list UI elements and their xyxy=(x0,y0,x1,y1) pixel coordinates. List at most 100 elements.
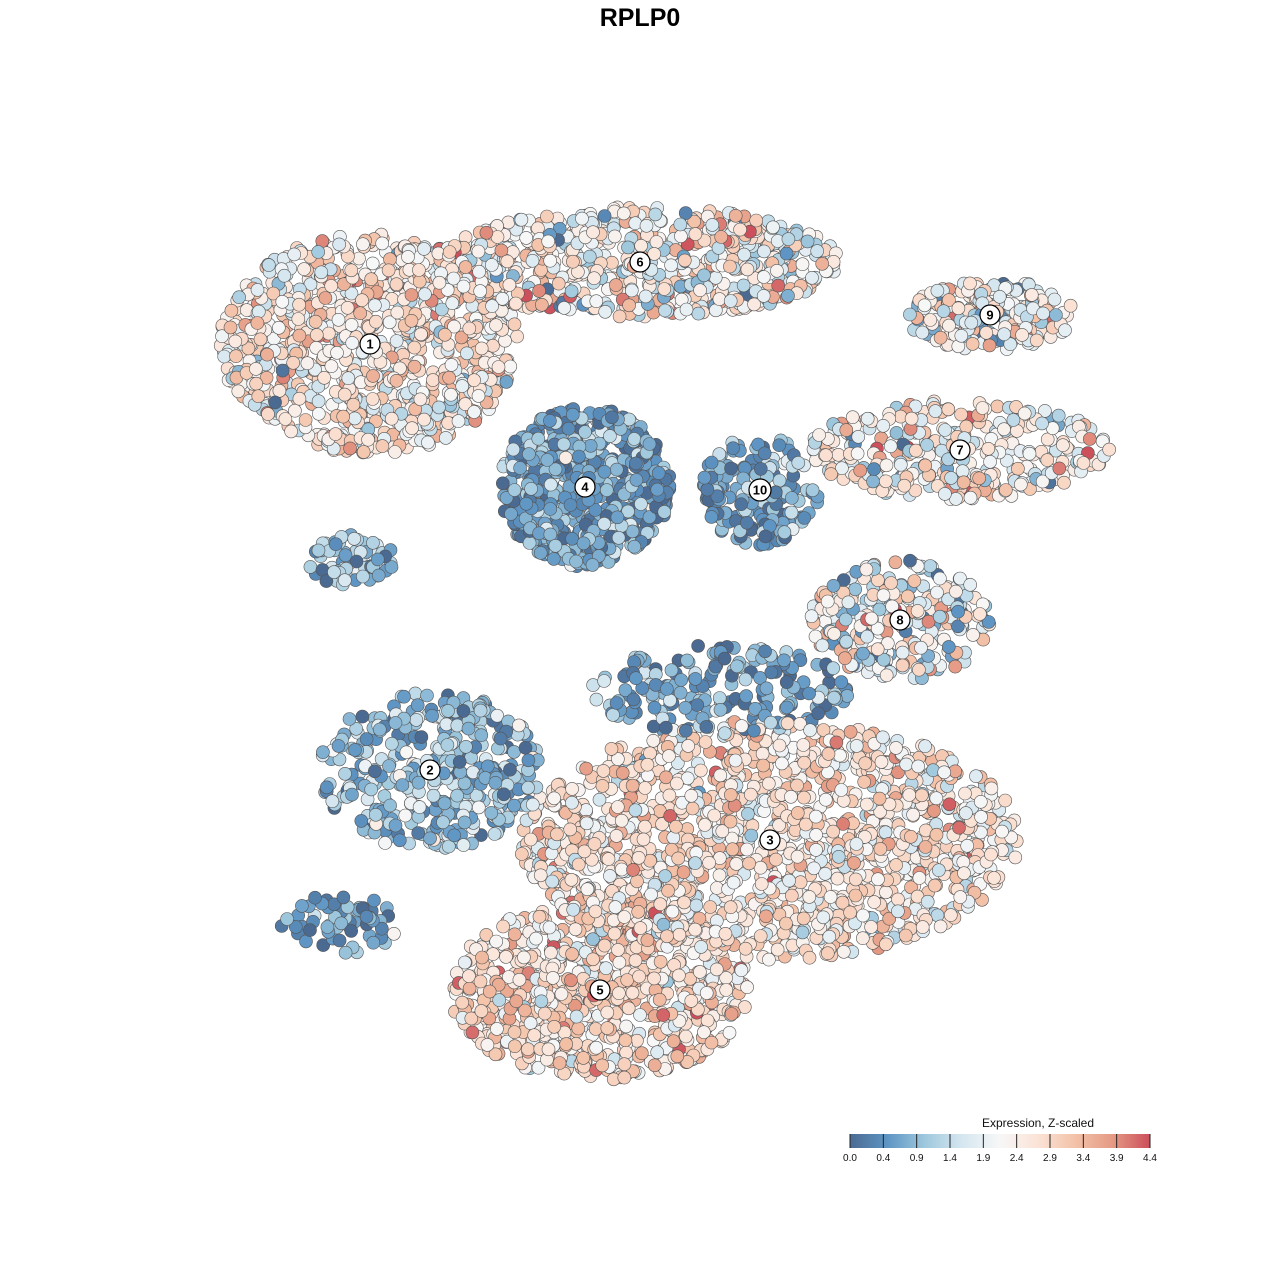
cell-point xyxy=(796,738,811,752)
chart-title: RPLP0 xyxy=(599,4,681,32)
cell-point xyxy=(628,216,643,230)
cell-point xyxy=(895,645,910,660)
cell-point xyxy=(603,869,617,883)
cell-point xyxy=(870,621,885,636)
cell-point xyxy=(311,543,326,558)
cell-point xyxy=(436,815,450,830)
cell-point xyxy=(579,761,594,776)
cell-point xyxy=(1011,461,1025,476)
cell-point xyxy=(634,1046,649,1060)
cell-point xyxy=(332,237,347,252)
cell-point xyxy=(653,897,668,912)
cell-point xyxy=(486,338,500,353)
cell-point xyxy=(582,249,597,264)
cell-point xyxy=(589,1040,604,1055)
cell-point xyxy=(347,411,362,426)
cell-point xyxy=(743,787,758,802)
cell-point xyxy=(888,555,903,570)
cell-point xyxy=(954,407,968,422)
cell-point xyxy=(487,827,502,841)
cell-point xyxy=(489,934,504,949)
cell-point xyxy=(917,298,932,313)
cell-point xyxy=(674,229,688,243)
cell-point xyxy=(906,807,920,822)
cell-point xyxy=(769,852,783,867)
cell-point xyxy=(271,320,286,335)
cell-point xyxy=(872,602,887,617)
cell-point xyxy=(870,642,885,657)
cell-point xyxy=(848,582,863,597)
cell-point xyxy=(609,278,623,292)
cell-point xyxy=(860,411,875,426)
cell-point xyxy=(365,256,380,271)
cell-point xyxy=(923,559,938,573)
cell-point xyxy=(712,691,727,705)
cell-point xyxy=(471,800,486,815)
cell-point xyxy=(744,828,759,843)
cell-point xyxy=(840,689,855,703)
cell-point xyxy=(280,912,294,926)
cell-point xyxy=(621,240,635,255)
cell-point xyxy=(700,1013,715,1028)
cell-point xyxy=(809,843,823,857)
cell-point xyxy=(664,663,679,678)
cell-point xyxy=(664,258,678,273)
cell-point xyxy=(375,439,390,453)
cell-point xyxy=(345,787,359,802)
cell-point xyxy=(389,334,404,348)
cell-point xyxy=(425,708,439,723)
cell-point xyxy=(1057,475,1071,490)
cell-point xyxy=(819,448,833,463)
cell-point xyxy=(691,639,705,653)
cell-point xyxy=(507,745,521,759)
cell-point xyxy=(674,673,689,687)
cell-point xyxy=(592,792,607,807)
cell-point xyxy=(638,289,653,304)
cell-point xyxy=(383,798,397,813)
cell-point xyxy=(845,410,860,425)
cell-point xyxy=(615,766,630,780)
cell-point xyxy=(292,391,307,406)
cell-point xyxy=(503,359,518,374)
cell-point xyxy=(659,720,673,735)
cell-point xyxy=(818,792,833,807)
cell-point xyxy=(678,700,693,715)
cell-point xyxy=(392,833,407,848)
cell-point xyxy=(384,736,399,751)
cell-point xyxy=(969,769,983,784)
cell-point xyxy=(319,780,334,795)
cell-point xyxy=(864,920,878,934)
cell-point xyxy=(722,1026,737,1040)
cell-point xyxy=(531,1060,546,1075)
cell-point xyxy=(359,732,374,746)
cell-point xyxy=(904,880,918,895)
cell-point xyxy=(638,781,652,795)
cell-point xyxy=(990,399,1005,414)
cell-point xyxy=(586,932,600,947)
cell-point xyxy=(815,256,830,271)
cell-point xyxy=(388,716,403,730)
cell-point xyxy=(284,424,298,439)
cell-point xyxy=(878,825,893,840)
cell-point xyxy=(303,923,317,937)
cell-point xyxy=(507,927,522,942)
cell-point xyxy=(589,294,604,309)
scatter-points xyxy=(213,200,1116,1087)
cell-point xyxy=(368,298,382,313)
cell-point xyxy=(514,847,529,861)
cell-point xyxy=(397,689,411,704)
cell-point xyxy=(474,728,489,743)
cell-point xyxy=(762,952,776,967)
cell-point xyxy=(680,653,694,668)
cell-point xyxy=(455,995,470,1010)
cell-point xyxy=(417,242,431,256)
cell-point xyxy=(1040,453,1055,467)
cell-point xyxy=(507,483,522,497)
cell-point xyxy=(914,788,929,803)
cell-point xyxy=(558,450,573,465)
cell-point xyxy=(438,431,453,445)
cell-point xyxy=(703,900,718,914)
cell-point xyxy=(364,782,379,797)
cell-point xyxy=(409,713,424,727)
